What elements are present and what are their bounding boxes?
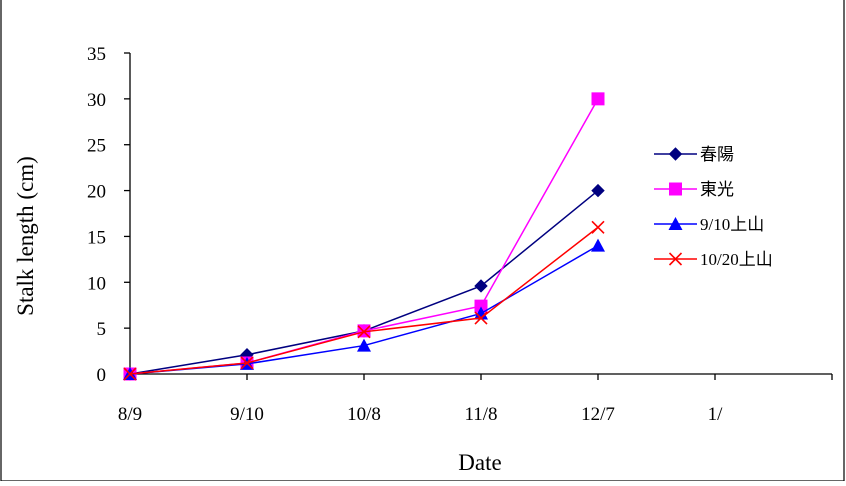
- axes: 0 5 10 15 20 25 30 35 8/9 9/10 10/8 11/8 12/7 1/: [87, 44, 833, 425]
- y-tick-label: 15: [87, 227, 106, 248]
- y-tick-label: 30: [87, 90, 106, 111]
- legend-label: 東光: [700, 180, 734, 199]
- data-point: [474, 311, 488, 325]
- data-point: [591, 238, 605, 252]
- data-point: [357, 338, 371, 352]
- x-marker-stroke: [668, 252, 683, 266]
- series-4: [123, 220, 605, 381]
- x-marker-stroke: [591, 220, 605, 234]
- legend-marker: [669, 182, 682, 196]
- x-tick-label: 8/9: [118, 404, 142, 425]
- legend-marker: [668, 147, 683, 161]
- data-point: [474, 279, 488, 293]
- y-tick-label: 5: [97, 319, 107, 340]
- data-point: [123, 367, 137, 381]
- y-tick-label: 0: [97, 365, 107, 386]
- x-tick-label: 10/8: [347, 404, 381, 425]
- legend-label: 9/10上山: [700, 215, 764, 234]
- data-point: [591, 183, 605, 198]
- legend-item: 9/10上山: [654, 215, 764, 234]
- x-tick-label: 9/10: [230, 404, 264, 425]
- series-layer: [123, 92, 605, 381]
- x-marker-stroke: [474, 311, 488, 325]
- data-point: [474, 299, 488, 313]
- data-point: [591, 220, 605, 234]
- x-marker-stroke: [123, 367, 137, 381]
- y-tick-label: 20: [87, 182, 106, 203]
- y-tick-label: 10: [87, 273, 106, 294]
- x-tick-label: 1/: [708, 404, 724, 425]
- x-marker-stroke: [240, 356, 254, 370]
- data-point: [357, 325, 371, 339]
- legend-item: 春陽: [654, 145, 734, 164]
- x-tick-label: 12/7: [581, 404, 615, 425]
- legend-label: 春陽: [700, 145, 734, 164]
- data-point: [240, 356, 254, 370]
- data-point: [591, 92, 605, 106]
- legend-marker: [668, 217, 683, 230]
- legend-label: 10/20上山: [700, 250, 773, 269]
- y-tick-label: 25: [87, 136, 106, 157]
- legend-item: 10/20上山: [654, 250, 773, 269]
- x-tick-label: 11/8: [464, 404, 497, 425]
- legend-marker: [668, 252, 683, 266]
- x-axis-title: Date: [458, 450, 501, 475]
- x-marker-stroke: [357, 325, 371, 339]
- legend-item: 東光: [654, 180, 734, 199]
- y-axis-title: Stalk length (cm): [13, 156, 38, 316]
- y-tick-label: 35: [87, 44, 106, 65]
